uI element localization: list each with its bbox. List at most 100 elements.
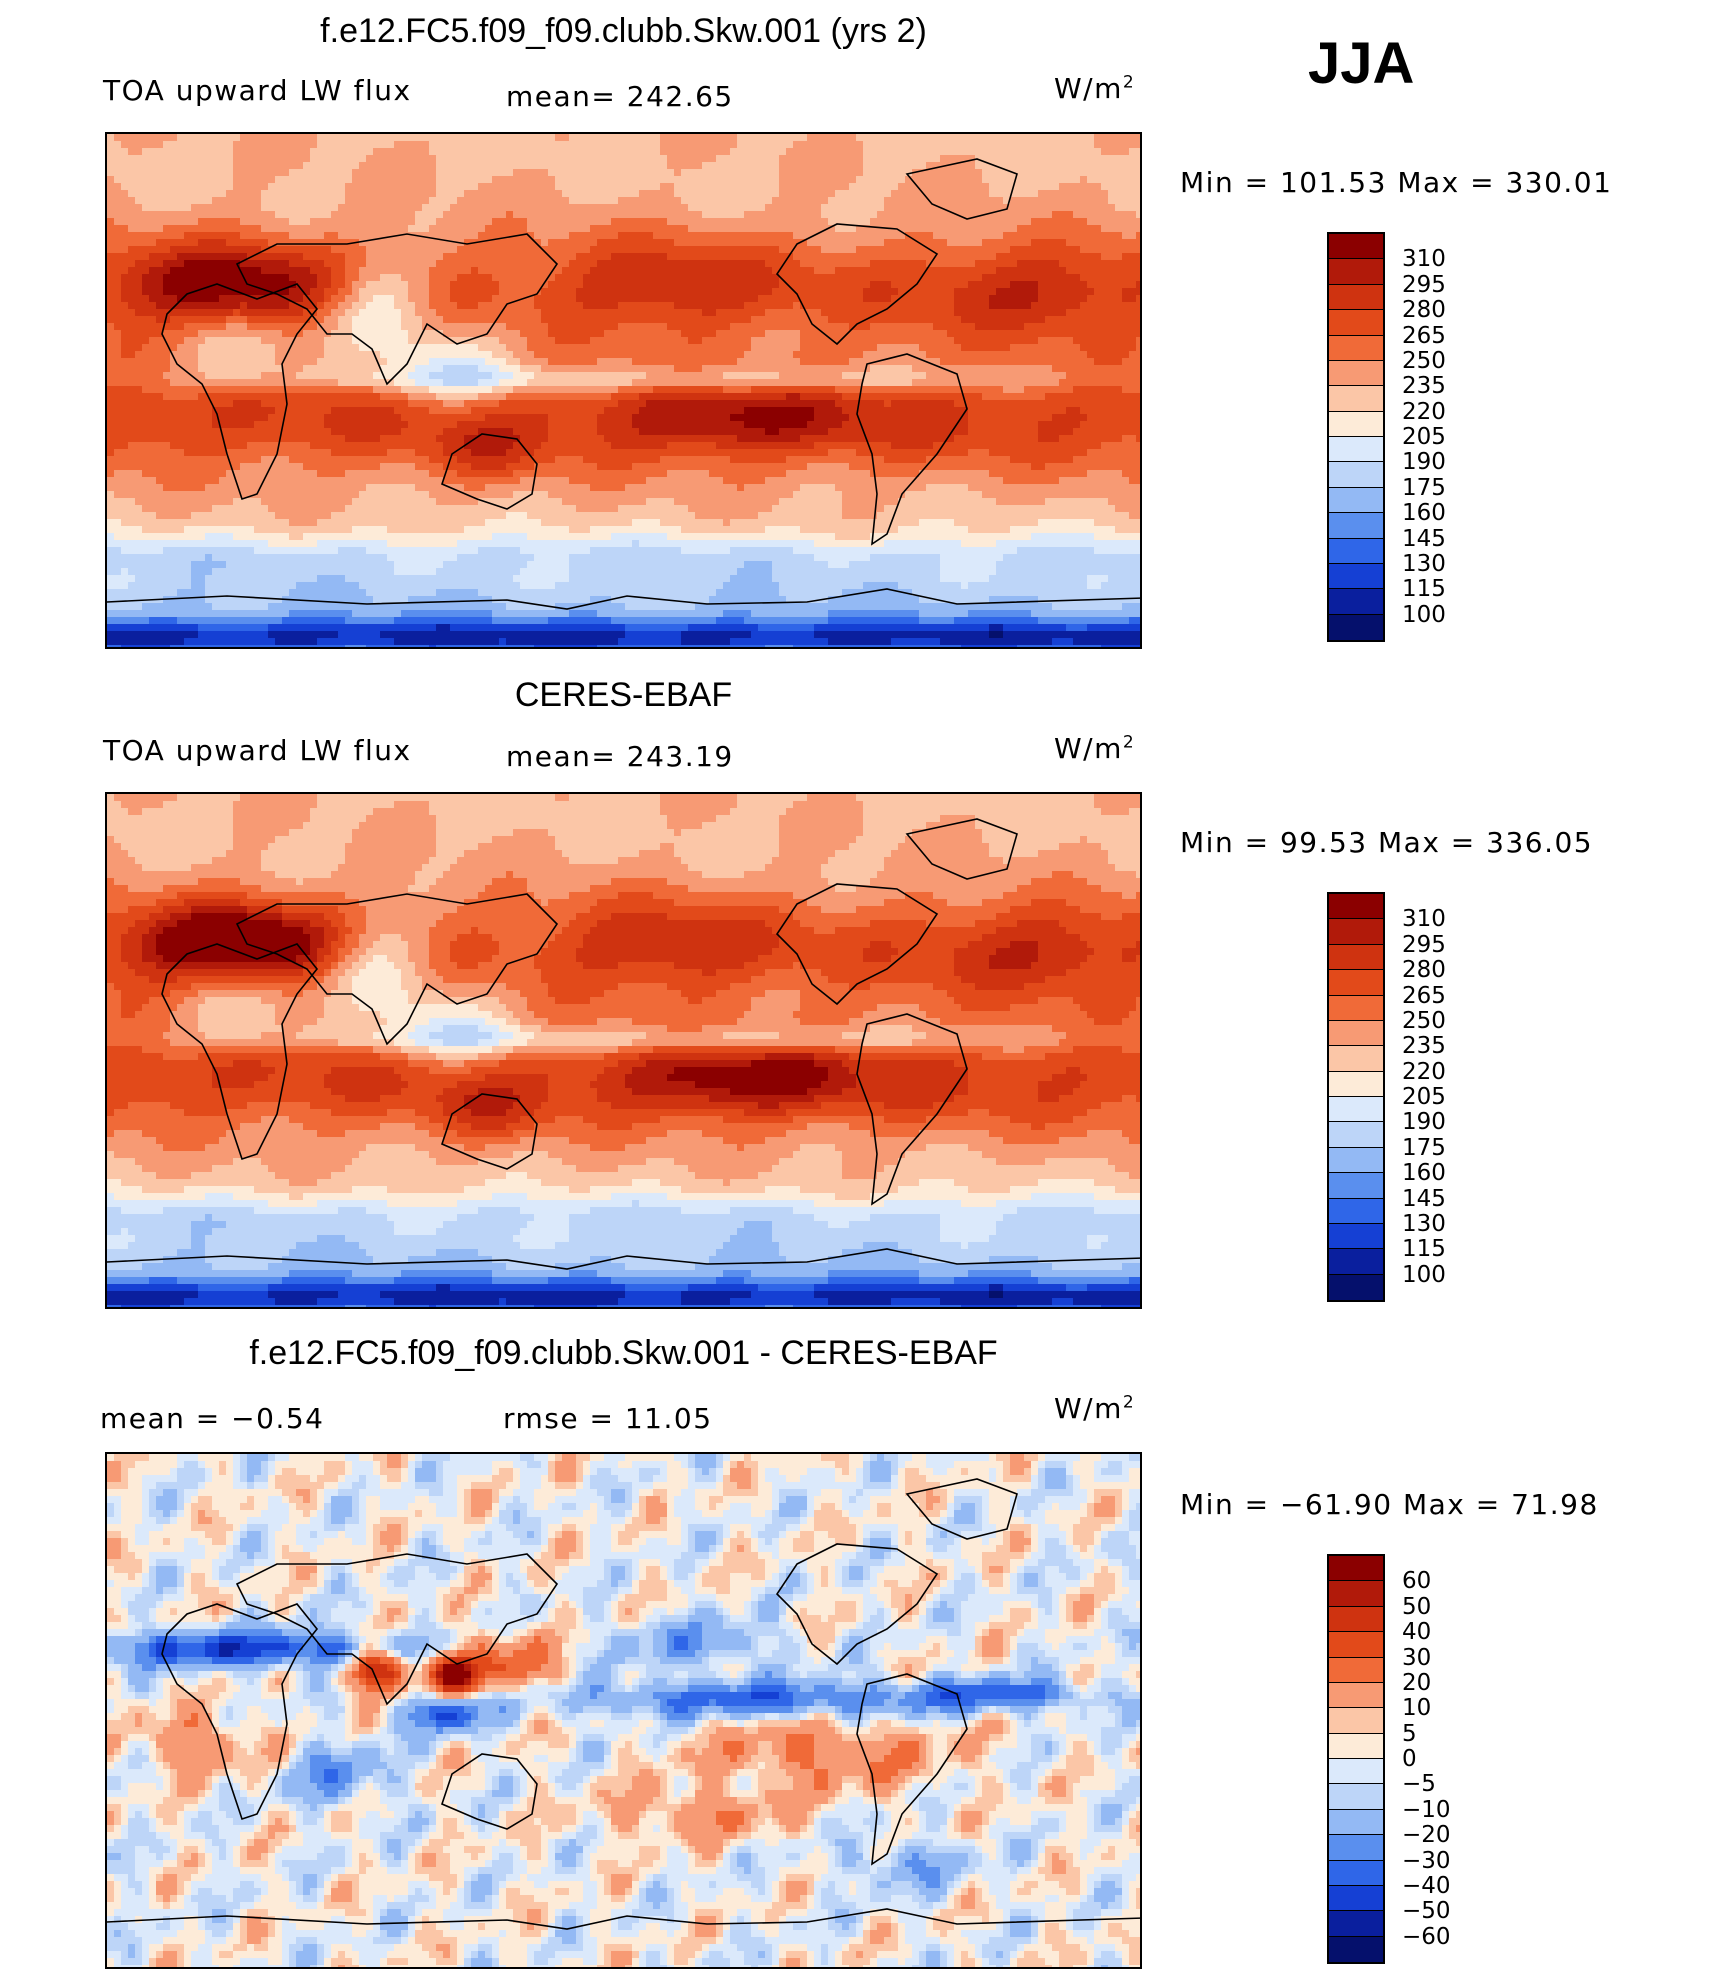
field-cell <box>1094 288 1102 296</box>
field-cell <box>667 148 675 156</box>
field-cell <box>282 337 290 345</box>
field-cell <box>793 183 801 191</box>
field-cell <box>170 274 178 282</box>
field-cell <box>366 239 374 247</box>
field-cell <box>149 169 157 177</box>
field-cell <box>1101 316 1109 324</box>
field-cell <box>422 358 430 366</box>
field-cell <box>170 239 178 247</box>
field-cell <box>401 169 409 177</box>
field-cell <box>310 134 318 142</box>
field-cell <box>849 253 857 261</box>
field-cell <box>968 246 976 254</box>
field-cell <box>352 225 360 233</box>
field-cell <box>457 197 465 205</box>
field-cell <box>254 337 262 345</box>
field-cell <box>415 316 423 324</box>
field-cell <box>408 183 416 191</box>
field-cell <box>842 148 850 156</box>
field-cell <box>1024 337 1032 345</box>
field-cell <box>177 344 185 352</box>
field-cell <box>758 337 766 345</box>
field-cell <box>807 351 815 359</box>
field-cell <box>317 232 325 240</box>
field-cell <box>982 190 990 198</box>
field-cell <box>975 344 983 352</box>
field-cell <box>548 176 556 184</box>
field-cell <box>401 358 409 366</box>
field-cell <box>156 358 164 366</box>
field-cell <box>1010 344 1018 352</box>
field-cell <box>1052 260 1060 268</box>
field-cell <box>289 267 297 275</box>
field-cell <box>898 302 906 310</box>
field-cell <box>1017 162 1025 170</box>
field-cell <box>842 141 850 149</box>
field-cell <box>492 211 500 219</box>
field-cell <box>1031 204 1039 212</box>
field-cell <box>1129 253 1137 261</box>
field-cell <box>576 344 584 352</box>
field-cell <box>1052 218 1060 226</box>
field-cell <box>1066 134 1074 142</box>
field-cell <box>1010 253 1018 261</box>
field-cell <box>877 190 885 198</box>
field-cell <box>555 358 563 366</box>
field-cell <box>954 225 962 233</box>
field-cell <box>275 141 283 149</box>
field-cell <box>520 162 528 170</box>
field-cell <box>618 358 626 366</box>
field-cell <box>338 281 346 289</box>
field-cell <box>891 239 899 247</box>
field-cell <box>667 358 675 366</box>
field-cell <box>114 302 122 310</box>
field-cell <box>912 260 920 268</box>
field-cell <box>891 148 899 156</box>
field-cell <box>198 155 206 163</box>
field-cell <box>429 134 437 142</box>
field-cell <box>842 358 850 366</box>
field-cell <box>632 267 640 275</box>
field-cell <box>450 218 458 226</box>
field-cell <box>905 225 913 233</box>
field-cell <box>457 365 465 373</box>
field-cell <box>219 288 227 296</box>
field-cell <box>1017 148 1025 156</box>
field-cell <box>317 260 325 268</box>
field-cell <box>1080 267 1088 275</box>
field-cell <box>604 246 612 254</box>
field-cell <box>156 225 164 233</box>
field-cell <box>541 316 549 324</box>
field-cell <box>464 260 472 268</box>
field-cell <box>1003 218 1011 226</box>
field-cell <box>1045 323 1053 331</box>
field-cell <box>163 239 171 247</box>
field-cell <box>611 134 619 142</box>
field-cell <box>674 134 682 142</box>
field-cell <box>800 218 808 226</box>
field-cell <box>142 323 150 331</box>
field-cell <box>975 281 983 289</box>
field-cell <box>737 330 745 338</box>
field-cell <box>226 344 234 352</box>
field-cell <box>443 141 451 149</box>
field-cell <box>849 204 857 212</box>
field-cell <box>373 281 381 289</box>
field-cell <box>604 344 612 352</box>
field-cell <box>394 183 402 191</box>
field-cell <box>926 316 934 324</box>
field-cell <box>555 274 563 282</box>
field-cell <box>408 253 416 261</box>
field-cell <box>450 288 458 296</box>
field-cell <box>1122 183 1130 191</box>
field-cell <box>415 253 423 261</box>
field-cell <box>842 316 850 324</box>
field-cell <box>1136 246 1140 254</box>
field-cell <box>247 197 255 205</box>
field-cell <box>436 358 444 366</box>
field-cell <box>359 260 367 268</box>
field-cell <box>527 183 535 191</box>
field-cell <box>338 134 346 142</box>
field-cell <box>142 267 150 275</box>
field-cell <box>387 302 395 310</box>
